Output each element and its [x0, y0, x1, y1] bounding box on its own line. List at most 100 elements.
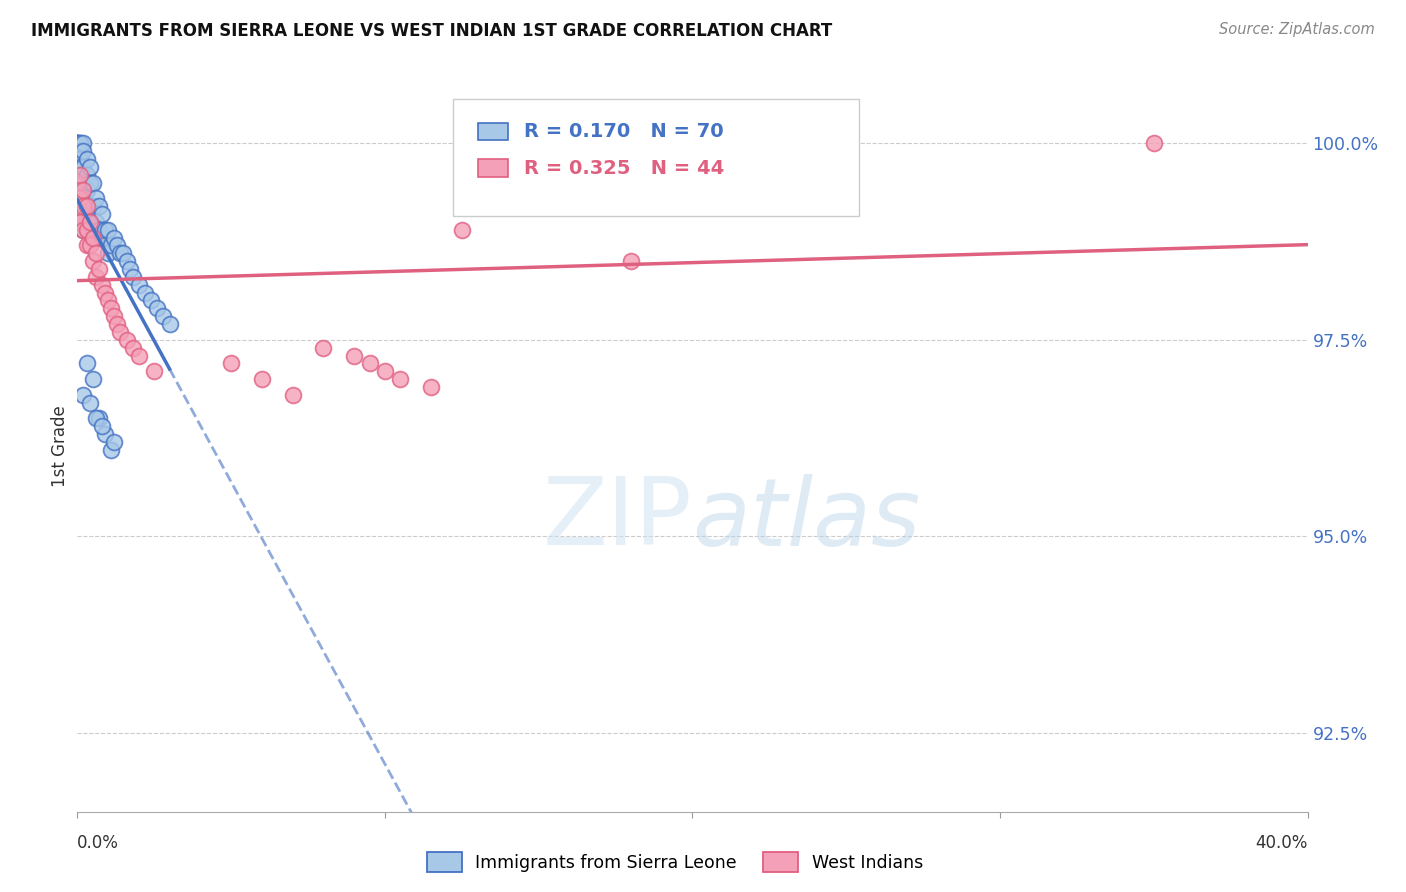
Point — [94, 427, 117, 442]
Point — [105, 238, 128, 252]
Point — [69, 136, 91, 151]
Point — [82, 372, 104, 386]
Point — [69, 160, 91, 174]
Point — [79, 176, 101, 190]
Point — [312, 341, 335, 355]
Point — [76, 238, 98, 252]
Point — [84, 230, 107, 244]
Point — [69, 215, 91, 229]
Point — [87, 223, 110, 237]
Point — [359, 356, 381, 370]
Point — [94, 285, 117, 300]
Point — [72, 176, 94, 190]
Point — [69, 152, 91, 166]
Point — [450, 223, 472, 237]
Point — [76, 215, 98, 229]
Point — [82, 254, 104, 268]
Text: IMMIGRANTS FROM SIERRA LEONE VS WEST INDIAN 1ST GRADE CORRELATION CHART: IMMIGRANTS FROM SIERRA LEONE VS WEST IND… — [31, 22, 832, 40]
Point — [110, 246, 132, 260]
Point — [121, 341, 143, 355]
Point — [105, 317, 128, 331]
Point — [76, 356, 98, 370]
Point — [72, 136, 94, 151]
Point — [141, 293, 163, 308]
Point — [389, 372, 412, 386]
Point — [72, 388, 94, 402]
Point — [79, 199, 101, 213]
Point — [66, 215, 89, 229]
Point — [66, 136, 89, 151]
Text: R = 0.325   N = 44: R = 0.325 N = 44 — [524, 159, 724, 178]
Point — [72, 183, 94, 197]
Point — [69, 168, 91, 182]
Point — [69, 191, 91, 205]
Point — [72, 207, 94, 221]
Point — [87, 199, 110, 213]
Point — [682, 152, 704, 166]
FancyBboxPatch shape — [453, 99, 859, 216]
Point — [79, 215, 101, 229]
Point — [115, 254, 138, 268]
Point — [152, 310, 174, 324]
Point — [76, 199, 98, 213]
Point — [66, 191, 89, 205]
Point — [76, 152, 98, 166]
Point — [79, 238, 101, 252]
Point — [103, 230, 125, 244]
Point — [72, 223, 94, 237]
Point — [94, 223, 117, 237]
Point — [87, 262, 110, 277]
Point — [66, 136, 89, 151]
FancyBboxPatch shape — [478, 160, 508, 177]
Point — [134, 285, 156, 300]
Point — [90, 277, 114, 292]
Point — [250, 372, 273, 386]
Point — [84, 191, 107, 205]
Text: Source: ZipAtlas.com: Source: ZipAtlas.com — [1219, 22, 1375, 37]
Point — [97, 223, 120, 237]
Text: atlas: atlas — [693, 474, 921, 565]
Point — [82, 176, 104, 190]
Point — [72, 144, 94, 158]
Point — [72, 191, 94, 205]
Point — [90, 419, 114, 434]
Point — [374, 364, 396, 378]
Point — [69, 176, 91, 190]
Point — [128, 277, 150, 292]
Point — [76, 183, 98, 197]
Point — [118, 262, 141, 277]
Point — [76, 199, 98, 213]
Point — [76, 223, 98, 237]
Point — [159, 317, 181, 331]
Point — [69, 207, 91, 221]
Point — [90, 230, 114, 244]
Point — [620, 254, 643, 268]
Legend: Immigrants from Sierra Leone, West Indians: Immigrants from Sierra Leone, West India… — [420, 845, 929, 879]
Point — [82, 230, 104, 244]
Point — [100, 442, 122, 457]
Point — [66, 136, 89, 151]
Text: ZIP: ZIP — [543, 473, 693, 566]
Point — [112, 246, 135, 260]
Point — [66, 144, 89, 158]
Point — [69, 136, 91, 151]
Point — [90, 207, 114, 221]
Point — [835, 176, 858, 190]
Text: R = 0.170   N = 70: R = 0.170 N = 70 — [524, 122, 724, 141]
Point — [69, 183, 91, 197]
Point — [97, 246, 120, 260]
Point — [115, 333, 138, 347]
Point — [72, 199, 94, 213]
Point — [121, 269, 143, 284]
Point — [146, 301, 169, 316]
Point — [72, 223, 94, 237]
Point — [143, 364, 166, 378]
Point — [69, 152, 91, 166]
Point — [79, 160, 101, 174]
Point — [84, 246, 107, 260]
Point — [66, 176, 89, 190]
Point — [84, 269, 107, 284]
Point — [420, 380, 443, 394]
Point — [72, 160, 94, 174]
Point — [103, 310, 125, 324]
